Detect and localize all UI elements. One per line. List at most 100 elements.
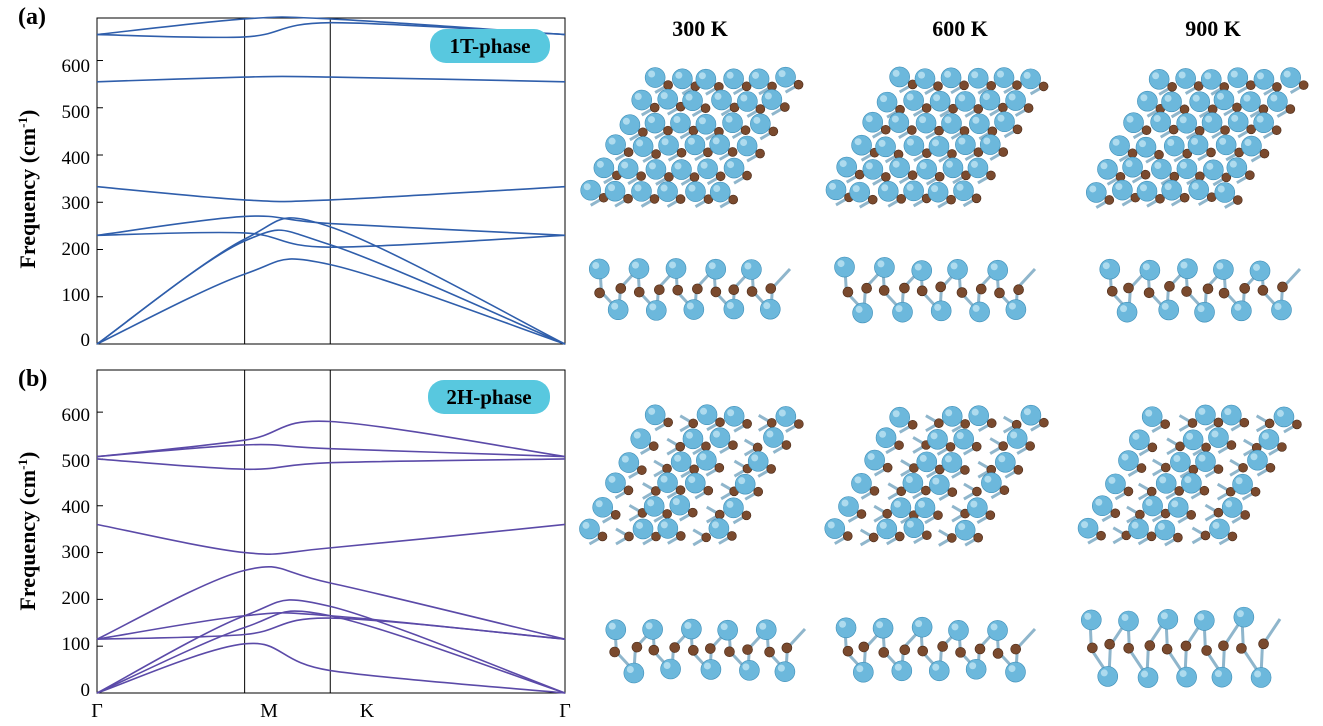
atom-highlight: [867, 453, 875, 461]
atom-light: [631, 89, 653, 111]
atom-dark: [935, 281, 946, 293]
atom-dark: [1238, 462, 1248, 473]
atom-light: [1005, 661, 1026, 683]
atom-light: [1221, 404, 1242, 426]
atom-light: [914, 497, 936, 519]
atom-dark: [703, 147, 713, 158]
atom-highlight: [713, 185, 721, 193]
atom-highlight: [970, 160, 978, 168]
y-tick-label: 0: [80, 330, 91, 351]
phonon-branch: [96, 612, 566, 640]
atom-light: [1176, 158, 1198, 180]
atom-dark: [856, 509, 867, 519]
atom-dark: [752, 442, 763, 453]
atom-highlight: [1160, 612, 1168, 620]
atom-highlight: [1250, 453, 1258, 461]
atom-dark: [947, 487, 958, 497]
atom-dark: [1104, 195, 1115, 205]
atom-light: [967, 67, 989, 89]
atom-light: [892, 301, 913, 323]
atom-light: [1273, 406, 1295, 428]
atom-light: [755, 619, 777, 641]
atom-highlight: [674, 162, 682, 170]
atom-highlight: [714, 92, 722, 100]
atom-dark: [672, 284, 684, 296]
atom-dark: [705, 643, 716, 654]
atom-light: [1167, 497, 1189, 518]
atom-light: [670, 451, 692, 473]
phonon-branch: [96, 458, 566, 471]
atom-dark: [1167, 82, 1177, 92]
structure-2h-300k-side: [605, 618, 807, 684]
x-label-gamma-end: Γ: [559, 700, 571, 722]
atom-light: [682, 90, 703, 111]
atom-dark: [1258, 638, 1269, 650]
atom-highlight: [1198, 407, 1206, 415]
atom-dark: [882, 462, 893, 473]
atom-dark: [1271, 125, 1282, 136]
atom-highlight: [944, 116, 952, 124]
atom-highlight: [855, 305, 863, 313]
atom-highlight: [1173, 455, 1181, 463]
atom-light: [696, 404, 718, 426]
atom-dark: [1110, 508, 1121, 519]
y-tick-label: 500: [61, 451, 91, 472]
atom-light: [979, 89, 1001, 111]
atom-highlight: [1283, 70, 1291, 78]
atom-highlight: [990, 623, 998, 631]
atom-highlight: [1023, 408, 1031, 416]
atom-light: [993, 67, 1015, 88]
atom-dark: [948, 103, 958, 114]
atom-dark: [959, 80, 969, 91]
atom-dark: [594, 287, 605, 299]
atom-highlight: [958, 94, 966, 102]
atom-dark: [1146, 486, 1157, 497]
atom-dark: [1220, 125, 1230, 135]
atom-light: [1187, 134, 1209, 156]
atom-highlight: [1161, 302, 1169, 310]
atom-dark: [623, 193, 633, 204]
atom-light: [1136, 180, 1158, 202]
atom-light: [723, 157, 745, 179]
atom-highlight: [727, 161, 735, 169]
atom-light: [862, 159, 884, 180]
atom-light: [1250, 667, 1272, 688]
atom-light: [903, 517, 925, 539]
atom-highlight: [906, 183, 914, 191]
atom-dark: [1194, 125, 1205, 136]
atom-dark: [676, 531, 686, 541]
atom-dark: [651, 486, 661, 496]
atom-highlight: [778, 409, 786, 417]
atom-light: [604, 180, 626, 202]
atom-highlight: [1212, 521, 1220, 529]
atom-highlight: [685, 431, 693, 439]
atom-highlight: [660, 475, 668, 483]
atom-light: [955, 134, 976, 155]
phonon-branch: [96, 215, 566, 237]
atom-dark: [1012, 124, 1023, 135]
atom-dark: [907, 419, 918, 430]
atom-highlight: [636, 521, 644, 529]
atom-highlight: [708, 262, 716, 270]
atom-light: [683, 299, 705, 320]
atom-highlight: [1164, 94, 1172, 102]
atom-dark: [742, 419, 752, 429]
atom-light: [928, 136, 950, 157]
structure-2h-600k-side: [835, 616, 1037, 683]
atom-dark: [676, 147, 687, 158]
structure-2h-900k-side: [1080, 606, 1282, 688]
atom-light: [748, 68, 770, 90]
atom-light: [968, 405, 990, 426]
atom-highlight: [930, 432, 938, 440]
atom-highlight: [1179, 161, 1187, 169]
atom-light: [994, 111, 1015, 133]
structure-1t-600k-top: [825, 66, 1049, 209]
atom-dark: [933, 510, 943, 521]
atom-dark: [1250, 486, 1261, 497]
atom-highlight: [905, 475, 913, 483]
atom-light: [953, 180, 974, 202]
structure-1t-300k-side: [588, 258, 792, 321]
atom-light: [723, 298, 745, 320]
atom-highlight: [673, 116, 681, 124]
atom-highlight: [1152, 72, 1160, 80]
